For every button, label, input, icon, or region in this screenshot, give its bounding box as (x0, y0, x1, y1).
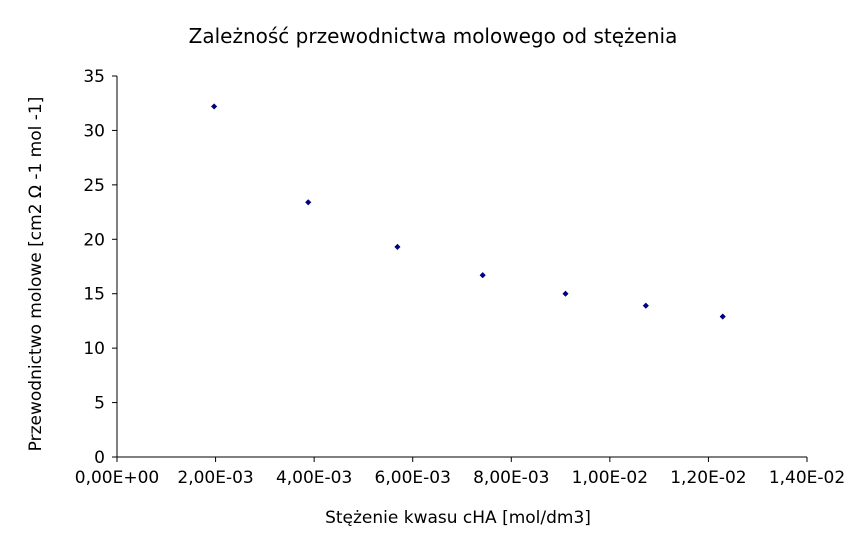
data-point (642, 302, 649, 309)
y-tick-label: 30 (83, 121, 105, 141)
x-tick-label: 8,00E-03 (473, 468, 549, 488)
x-tick-label: 1,20E-02 (670, 468, 746, 488)
x-tick-label: 1,00E-02 (572, 468, 648, 488)
data-point (719, 313, 726, 320)
data-point (210, 103, 218, 110)
y-axis-label: Przewodnictwo molowe [cm2 Ω -1 mol -1] (26, 97, 46, 452)
y-axis: 0 5 10 15 20 25 30 35 (83, 67, 118, 468)
y-tick-label: 5 (94, 394, 105, 414)
x-tick-label: 4,00E-03 (276, 468, 352, 488)
plot-points (210, 103, 726, 320)
x-tick-label: 6,00E-03 (375, 468, 451, 488)
x-tick-label: 2,00E-03 (177, 468, 253, 488)
chart-title: Zależność przewodnictwa molowego od stęż… (189, 24, 678, 48)
y-tick-label: 15 (83, 285, 105, 305)
y-tick-label: 25 (83, 176, 105, 196)
y-tick-label: 20 (83, 230, 105, 250)
x-tick-label: 0,00E+00 (75, 468, 159, 488)
x-axis: 0,00E+00 2,00E-03 4,00E-03 6,00E-03 8,00E-03… (75, 456, 845, 488)
data-point (394, 243, 401, 251)
y-tick-label: 35 (83, 67, 105, 87)
x-axis-label: Stężenie kwasu cHA [mol/dm3] (325, 508, 591, 528)
data-point (479, 272, 486, 279)
data-point (305, 199, 312, 206)
x-tick-label: 1,40E-02 (769, 468, 845, 488)
y-tick-label: 0 (94, 448, 105, 468)
data-point (562, 290, 569, 297)
y-tick-label: 10 (83, 339, 105, 359)
